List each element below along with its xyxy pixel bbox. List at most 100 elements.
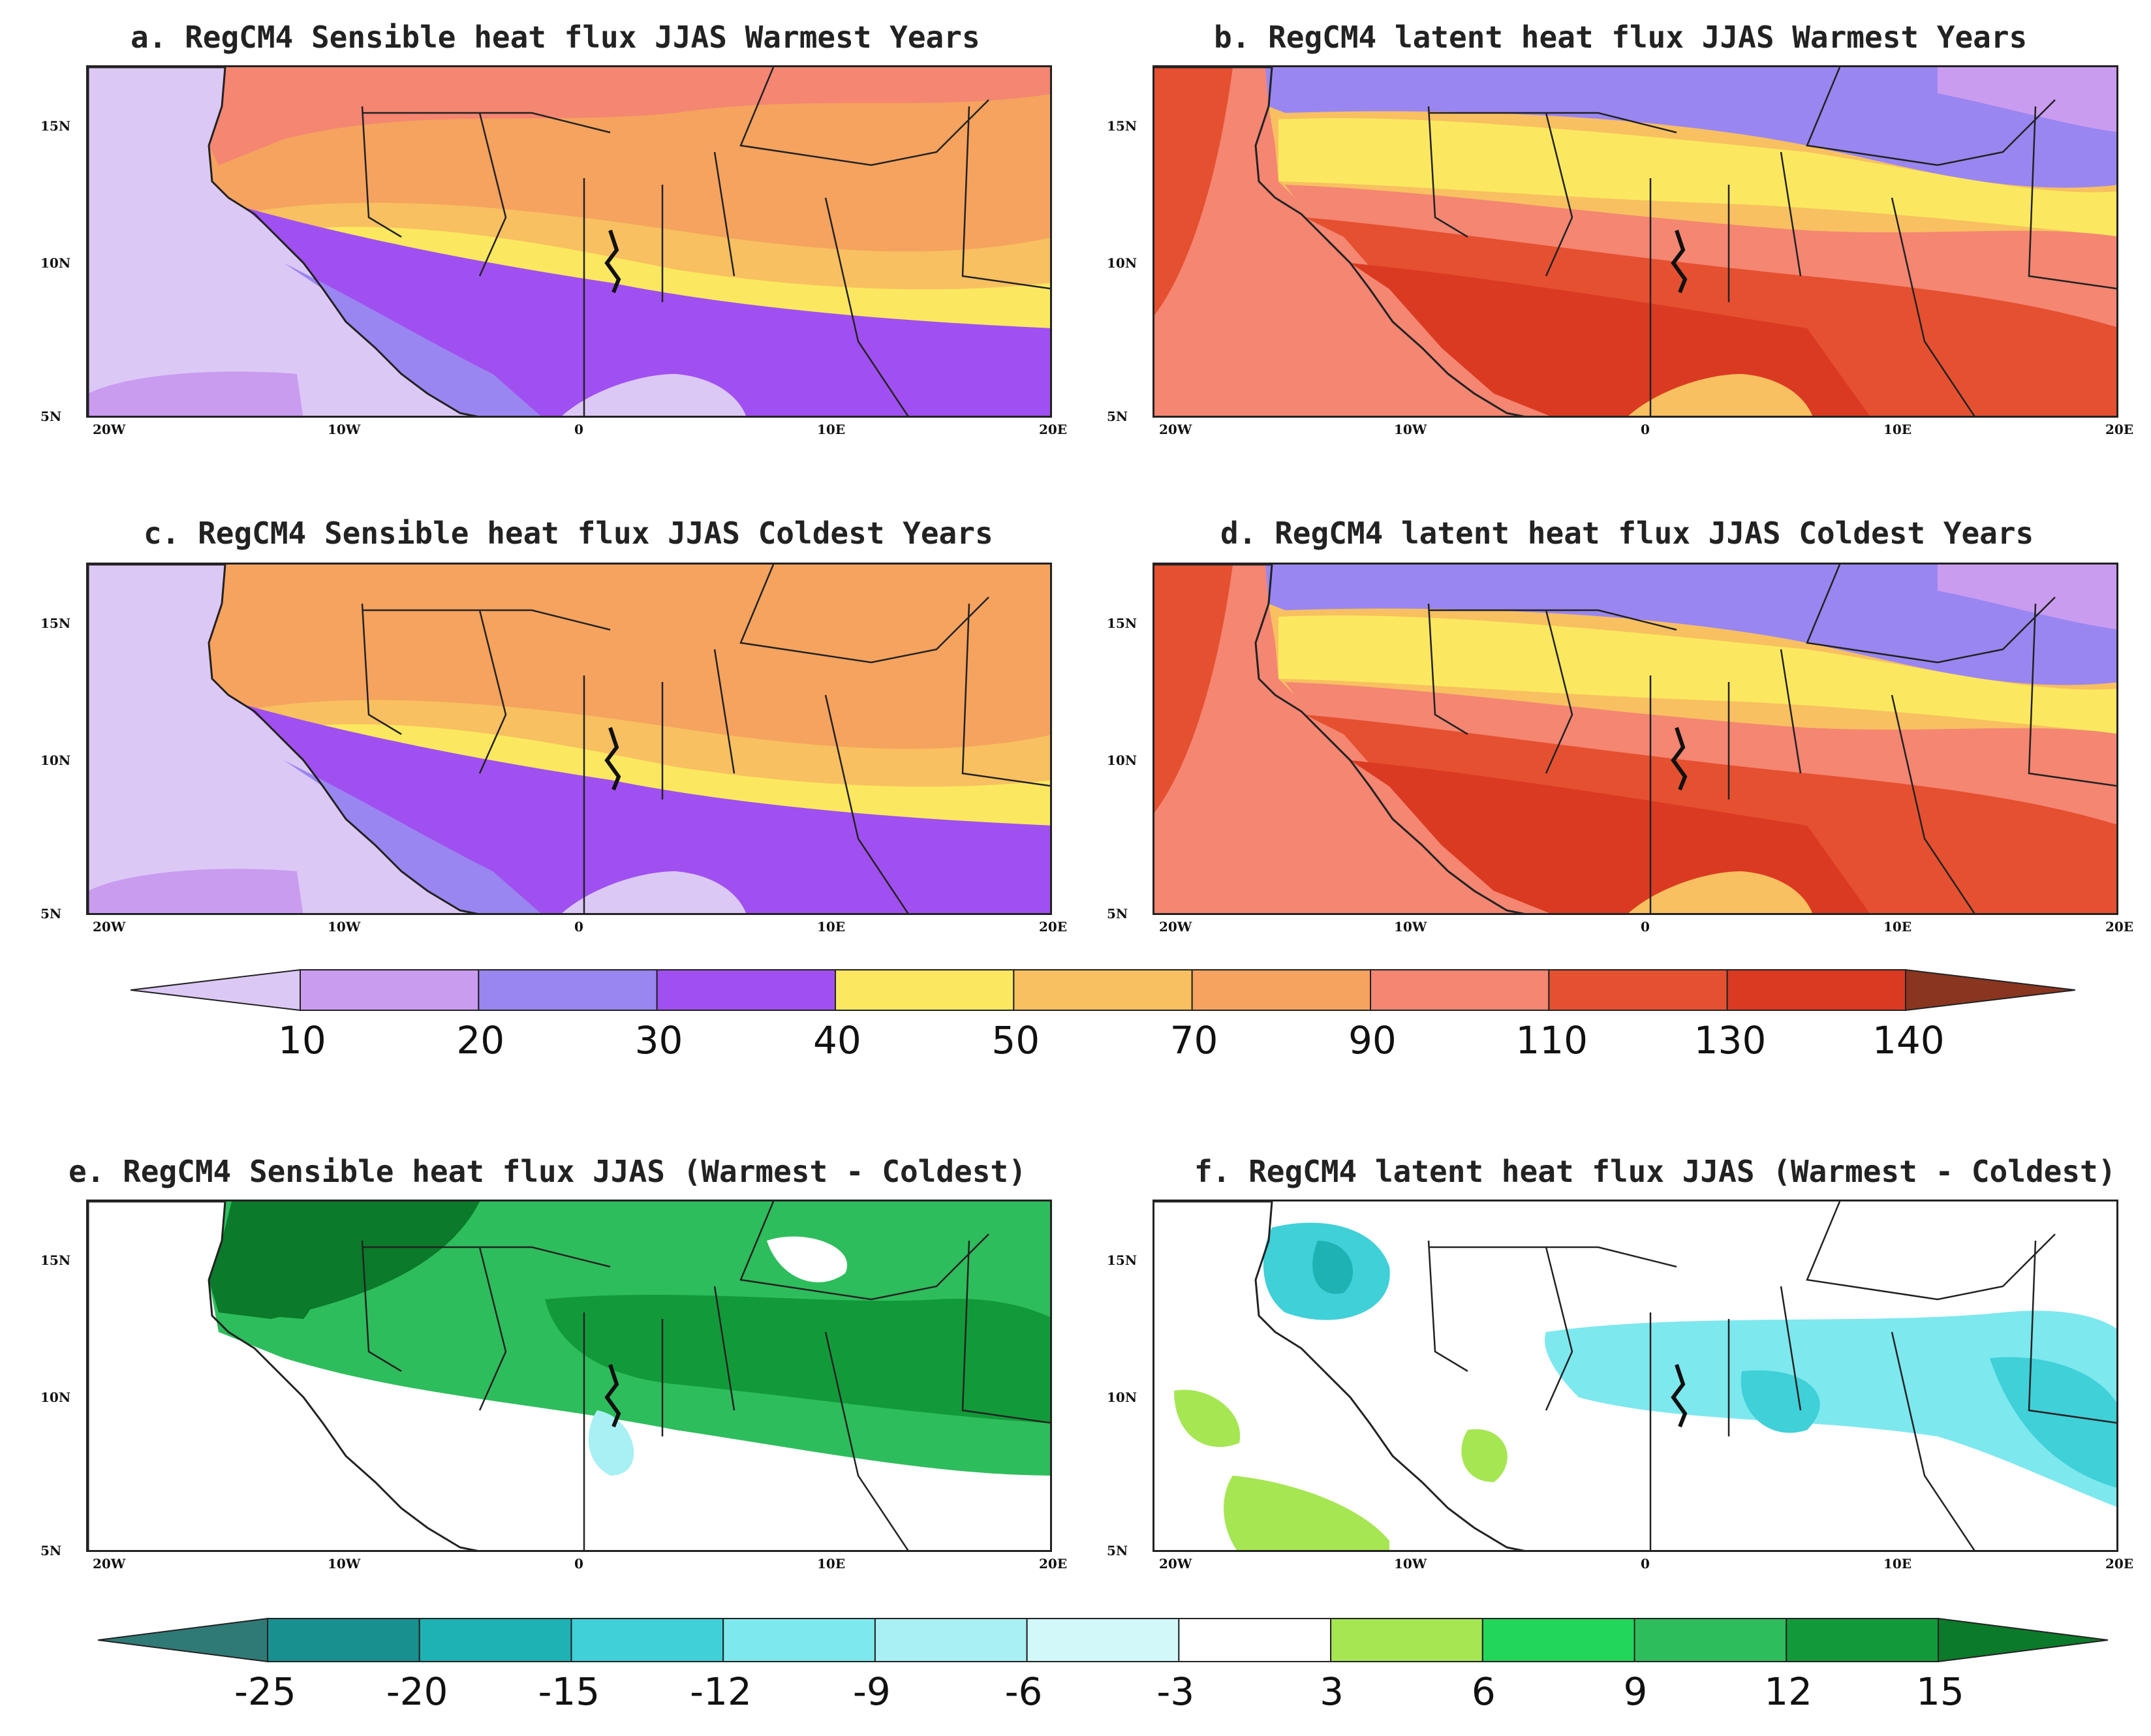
colorbar-level-label: 90 (1348, 1018, 1397, 1062)
colorbar-swatch (1633, 1618, 1787, 1662)
lon-tick-label: 20E (1039, 919, 1068, 935)
panel-b-field (1154, 67, 2116, 416)
panel-c-map (86, 563, 1052, 915)
colorbar-swatch (722, 1618, 876, 1662)
colorbar-level-label: 9 (1623, 1669, 1648, 1714)
lon-tick-label: 20W (93, 919, 126, 935)
colorbar-high-extend (1905, 969, 2075, 1012)
lon-tick-label: 20E (1039, 422, 1068, 437)
colorbar-level-label: 12 (1764, 1669, 1813, 1714)
colorbar-level-label: 20 (456, 1018, 505, 1062)
colorbar-swatch (418, 1618, 572, 1662)
panel-a-field (88, 67, 1050, 416)
country-boundaries (1427, 67, 2116, 416)
lat-tick-label: 15N (1107, 118, 1137, 134)
lake-volta-mark (604, 727, 621, 791)
colorbar-level-label: 70 (1169, 1018, 1218, 1062)
panel-d-field (1154, 565, 2116, 913)
panel-f-title: f. RegCM4 latent heat flux JJAS (Warmest… (1194, 1154, 2116, 1189)
colorbar-level-label: 30 (634, 1018, 683, 1062)
colorbar-swatch (570, 1618, 724, 1662)
colorbar-absolute (131, 969, 2075, 1012)
lat-tick-label: 10N (1107, 255, 1137, 271)
panel-f-map (1153, 1200, 2118, 1552)
panel-c-title: c. RegCM4 Sensible heat flux JJAS Coldes… (144, 516, 993, 551)
lon-tick-label: 10E (1883, 1556, 1912, 1572)
lat-tick-label: 15N (40, 615, 71, 631)
colorbar-swatch (1013, 969, 1193, 1011)
lon-tick-label: 0 (1641, 422, 1650, 437)
lon-tick-label: 20W (93, 422, 126, 437)
panel-f-field (1154, 1201, 2116, 1550)
lon-tick-label: 20E (2105, 422, 2134, 437)
lat-tick-label: 10N (40, 255, 71, 271)
colorbar-swatch (656, 969, 837, 1011)
colorbar-level-label: -6 (1004, 1669, 1043, 1714)
colorbar-swatch (300, 969, 480, 1011)
lon-tick-label: 10W (328, 919, 361, 935)
colorbar-swatch (1548, 969, 1728, 1011)
lat-tick-label: 15N (1107, 615, 1137, 631)
panel-a-title: a. RegCM4 Sensible heat flux JJAS Warmes… (131, 20, 980, 55)
lat-tick-label: 5N (1107, 1543, 1128, 1558)
panel-e-title: e. RegCM4 Sensible heat flux JJAS (Warme… (69, 1154, 1027, 1189)
colorbar-level-label: 6 (1471, 1669, 1496, 1714)
lake-volta-mark (1671, 1364, 1688, 1428)
lon-tick-label: 10E (817, 422, 846, 437)
lon-tick-label: 0 (574, 919, 583, 935)
lat-tick-label: 10N (1107, 1389, 1137, 1405)
colorbar-swatch (267, 1618, 420, 1662)
panel-d-title: d. RegCM4 latent heat flux JJAS Coldest … (1220, 516, 2034, 551)
lon-tick-label: 0 (574, 422, 583, 437)
colorbar-level-label: 15 (1916, 1669, 1964, 1714)
colorbar-high-extend (1938, 1617, 2108, 1663)
lon-tick-label: 20W (1159, 1556, 1192, 1572)
colorbar-level-label: -9 (852, 1669, 891, 1714)
lon-tick-label: 20E (1039, 1556, 1068, 1572)
colorbar-level-label: -15 (538, 1669, 600, 1714)
lon-tick-label: 10E (817, 1556, 846, 1572)
lon-tick-label: 10W (1394, 919, 1427, 935)
country-boundaries (361, 565, 1050, 913)
panel-b-title: b. RegCM4 latent heat flux JJAS Warmest … (1214, 20, 2028, 55)
lat-tick-label: 10N (40, 1389, 71, 1405)
colorbar-difference (98, 1617, 2108, 1663)
lake-volta-mark (1671, 727, 1688, 791)
colorbar-swatch (1026, 1618, 1180, 1662)
lon-tick-label: 20W (1159, 422, 1192, 437)
colorbar-level-label: -25 (234, 1669, 296, 1714)
colorbar-level-label: 130 (1694, 1018, 1767, 1062)
lon-tick-label: 10E (1883, 422, 1912, 437)
colorbar-level-label: -20 (386, 1669, 448, 1714)
lake-volta-mark (604, 1364, 621, 1428)
panel-c-field (88, 565, 1050, 913)
lat-tick-label: 5N (40, 1543, 62, 1558)
lat-tick-label: 15N (40, 1252, 71, 1268)
colorbar-swatch (1481, 1618, 1635, 1662)
lon-tick-label: 10W (1394, 422, 1427, 437)
lon-tick-label: 20E (2105, 919, 2134, 935)
panel-e-field (88, 1201, 1050, 1550)
colorbar-level-label: 3 (1320, 1669, 1344, 1714)
country-boundaries (1427, 565, 2116, 913)
colorbar-level-label: 10 (278, 1018, 326, 1062)
lon-tick-label: 10W (328, 422, 361, 437)
lat-tick-label: 5N (1107, 906, 1128, 922)
colorbar-level-label: 40 (813, 1018, 861, 1062)
colorbar-swatch (1191, 969, 1371, 1011)
lat-tick-label: 10N (1107, 752, 1137, 768)
lon-tick-label: 0 (574, 1556, 583, 1572)
country-boundaries (361, 1201, 1050, 1550)
lon-tick-label: 0 (1641, 919, 1650, 935)
colorbar-swatch (1726, 969, 1907, 1011)
country-boundaries (1427, 1201, 2116, 1550)
colorbar-level-label: -12 (690, 1669, 752, 1714)
lat-tick-label: 15N (40, 118, 71, 134)
lon-tick-label: 20W (1159, 919, 1192, 935)
colorbar-swatch (835, 969, 1015, 1011)
lon-tick-label: 20W (93, 1556, 126, 1572)
lat-tick-label: 5N (40, 409, 62, 424)
colorbar-level-label: 140 (1872, 1018, 1945, 1062)
lake-volta-mark (604, 230, 621, 294)
country-boundaries (361, 67, 1050, 416)
